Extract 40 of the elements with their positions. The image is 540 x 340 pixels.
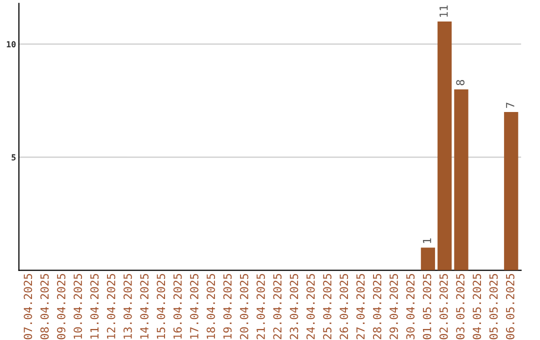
x-tick-label: 09.04.2025 <box>56 274 66 340</box>
x-tick-label: 05.05.2025 <box>489 274 498 340</box>
x-tick-label: 19.04.2025 <box>223 274 232 339</box>
x-tick-label: 28.04.2025 <box>372 274 382 340</box>
x-tick-label: 24.04.2025 <box>306 274 315 340</box>
x-tick-label: 20.04.2025 <box>240 274 248 340</box>
x-tick-label: 04.05.2025 <box>472 274 482 340</box>
bar <box>420 248 436 270</box>
x-tick-label: 07.04.2025 <box>24 274 32 340</box>
x-tick-label: 26.04.2025 <box>340 274 348 340</box>
bar <box>438 21 452 270</box>
x-tick-label: 22.04.2025 <box>273 274 282 340</box>
x-tick-label: 01.05.2025 <box>422 274 432 340</box>
x-tick-label: 23.04.2025 <box>290 274 298 340</box>
x-tick-label: 17.04.2025 <box>190 274 198 339</box>
x-tick-label: 21.04.2025 <box>256 274 265 340</box>
x-tick-label: 15.04.2025 <box>156 274 166 339</box>
x-tick-label: 16.04.2025 <box>173 274 182 339</box>
y-tick-label: 5 <box>12 154 16 160</box>
x-tick-label: 11.04.2025 <box>90 274 99 339</box>
bar <box>504 112 518 270</box>
x-tick-label: 06.05.2025 <box>506 274 514 340</box>
x-tick-label: 14.04.2025 <box>140 274 149 339</box>
data-label: 8 <box>456 80 464 86</box>
x-tick-label: 12.04.2025 <box>106 274 116 339</box>
y-tick-label: 10 <box>6 41 16 48</box>
x-tick-label: 13.04.2025 <box>124 274 132 339</box>
x-tick-label: 10.04.2025 <box>74 274 82 339</box>
x-tick-label: 29.04.2025 <box>390 274 398 340</box>
bar <box>454 89 468 270</box>
x-tick-label: 08.04.2025 <box>40 274 49 340</box>
x-tick-label: 03.05.2025 <box>456 274 464 340</box>
data-label: 7 <box>506 102 514 108</box>
x-tick-label: 30.04.2025 <box>406 274 415 340</box>
data-label: 11 <box>440 5 448 17</box>
x-tick-label: 18.04.2025 <box>206 274 216 339</box>
data-label: 1 <box>422 238 432 243</box>
x-tick-label: 27.04.2025 <box>356 274 365 340</box>
x-tick-label: 25.04.2025 <box>323 274 332 340</box>
x-tick-label: 02.05.2025 <box>439 274 448 340</box>
